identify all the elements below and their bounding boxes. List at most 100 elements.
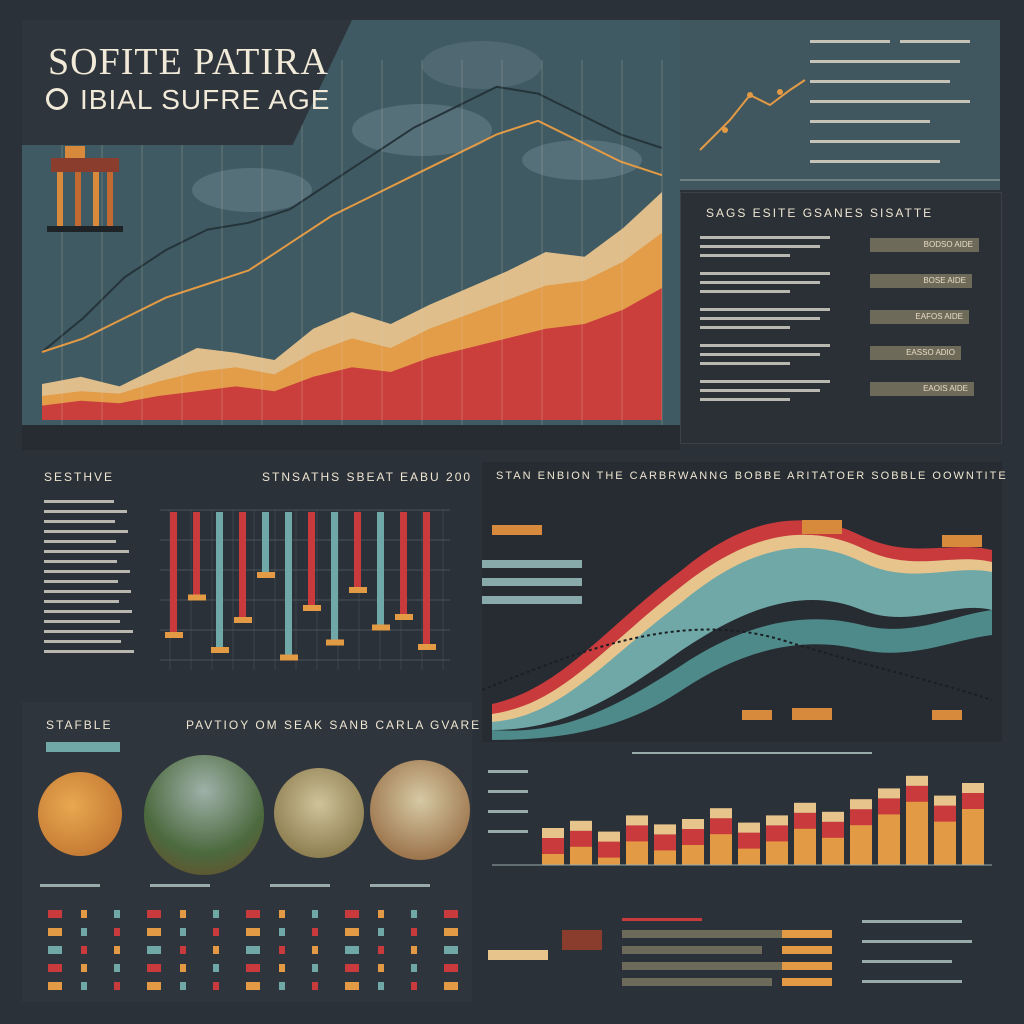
- stack-bar-cap: [766, 815, 788, 826]
- tick-mark: [114, 946, 120, 954]
- text-line: [44, 590, 131, 593]
- text-line: [44, 630, 133, 633]
- tick-mark: [114, 910, 120, 918]
- stack-bar-cap: [654, 824, 676, 835]
- tick-mark: [345, 910, 359, 918]
- vbar-cap: [303, 605, 321, 611]
- photos-title: PAVTIOY OM SEAK SANB CARLA GVARE: [186, 718, 482, 732]
- text-line: [44, 640, 121, 643]
- hero-area-series-2: [42, 288, 662, 420]
- stack-bar-cap: [570, 820, 592, 831]
- photo-circle-3: [274, 768, 364, 858]
- vbar-cap: [211, 647, 229, 653]
- stack-bar-cap: [598, 831, 620, 842]
- stack-bar-cap: [850, 799, 872, 810]
- stack-bar-top: [766, 825, 788, 842]
- tick-mark: [378, 964, 384, 972]
- tick-mark: [81, 928, 87, 936]
- vbar-cap: [257, 572, 275, 578]
- vbar: [193, 512, 200, 595]
- bottom-hbar-chart: [488, 918, 972, 986]
- tick-mark: [411, 928, 417, 936]
- tick-mark: [378, 982, 384, 990]
- text-line: [44, 510, 127, 513]
- tick-mark: [180, 982, 186, 990]
- stack-bar-top: [794, 812, 816, 829]
- vbar: [423, 512, 430, 644]
- title-card: [22, 20, 352, 145]
- vbar-cap: [188, 594, 206, 601]
- hero-chart: [22, 41, 680, 450]
- tick-mark: [444, 928, 458, 936]
- tick-mark: [345, 982, 359, 990]
- tick-mark: [444, 910, 458, 918]
- stack-bar-top: [738, 832, 760, 849]
- text-line: [44, 650, 134, 653]
- text-line: [44, 600, 119, 603]
- tick-mark: [345, 964, 359, 972]
- mini-line-chart: [680, 20, 1000, 190]
- vbar-cap: [165, 632, 183, 638]
- hero-line-series-1: [41, 119, 663, 353]
- stack-bar-cap: [962, 783, 984, 793]
- stack-bar-top: [682, 829, 704, 845]
- stack-bar-cap: [934, 795, 956, 806]
- tick-mark: [213, 946, 219, 954]
- stack-bar-top: [626, 825, 648, 842]
- vbar-cap: [280, 654, 298, 661]
- stats-panel-title: SAGS ESITE GSANES SISATTE: [706, 206, 934, 220]
- stats-bar: BODSO AIDE: [870, 238, 979, 252]
- tick-mark: [279, 982, 285, 990]
- stack-bar-cap: [794, 802, 816, 813]
- tick-mark: [279, 946, 285, 954]
- vbar: [354, 512, 361, 587]
- page-title: SOFITE PATIRA: [48, 41, 329, 83]
- stack-bar-top: [822, 821, 844, 838]
- tick-mark: [180, 964, 186, 972]
- stack-bar-top: [878, 798, 900, 815]
- vbar: [400, 512, 407, 614]
- stack-bar-top: [654, 834, 676, 851]
- tick-mark: [411, 910, 417, 918]
- hero-line-series-0: [41, 85, 663, 353]
- tick-mark: [246, 946, 260, 954]
- tick-mark: [312, 928, 318, 936]
- stats-row-lines: [700, 344, 830, 365]
- tick-mark: [147, 964, 161, 972]
- stats-row-lines: [700, 308, 830, 329]
- stats-bar: EAOIS AIDE: [870, 382, 974, 396]
- tick-mark: [246, 982, 260, 990]
- tick-mark: [279, 964, 285, 972]
- vbar-cap: [326, 639, 344, 646]
- stable-bar: [46, 742, 120, 752]
- vbar-cap: [395, 614, 413, 620]
- stack-bar-top: [962, 793, 984, 809]
- tick-mark: [411, 964, 417, 972]
- tick-mark: [213, 964, 219, 972]
- stats-row-lines: [700, 272, 830, 293]
- stats-row-lines: [700, 236, 830, 257]
- stack-bar-top: [850, 809, 872, 826]
- tick-mark: [378, 946, 384, 954]
- tick-mark: [312, 910, 318, 918]
- tick-mark: [114, 928, 120, 936]
- text-line: [44, 580, 118, 583]
- tick-mark: [48, 982, 62, 990]
- photo-circle-1: [38, 772, 122, 856]
- vbar: [262, 512, 269, 572]
- tick-mark: [246, 910, 260, 918]
- tick-chart: [40, 884, 458, 990]
- vbar: [285, 512, 292, 655]
- tick-mark: [114, 982, 120, 990]
- tick-mark: [378, 928, 384, 936]
- stack-bar-base: [962, 793, 984, 865]
- stack-bar-cap: [822, 811, 844, 822]
- tick-mark: [81, 964, 87, 972]
- vbar: [239, 512, 246, 617]
- text-line: [44, 500, 114, 503]
- vbar-cap: [234, 617, 252, 623]
- vbar: [308, 512, 315, 605]
- text-line: [44, 570, 130, 573]
- tick-mark: [147, 928, 161, 936]
- stack-bar-cap: [906, 775, 928, 786]
